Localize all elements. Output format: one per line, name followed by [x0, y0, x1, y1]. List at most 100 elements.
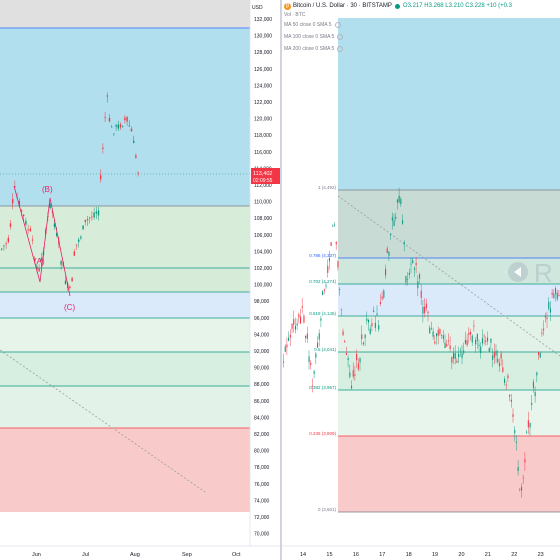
zone-green-r	[338, 316, 560, 352]
candle-body	[296, 323, 298, 326]
candle-body	[424, 306, 426, 313]
candle-body	[464, 339, 466, 344]
time-tick: 23	[538, 552, 544, 558]
left-chart-pane[interactable]: (B) (A) (C) 132,000 130,000 128,000 126,000…	[0, 0, 280, 560]
left-chart-canvas[interactable]: (B) (A) (C) 132,000 130,000 128,000 126,000…	[0, 0, 280, 560]
candle-body	[104, 117, 106, 118]
time-tick: 16	[353, 552, 359, 558]
left-time-axis[interactable]: Jun Jul Aug Sep Oct	[32, 552, 241, 558]
left-time-axis-bg[interactable]	[0, 546, 280, 560]
price-tag	[251, 168, 280, 184]
fib-lines-right	[338, 189, 560, 513]
candle-body	[478, 344, 480, 346]
fib-level-label: 0.618 (4,145)	[309, 311, 336, 316]
candle-body	[371, 323, 373, 327]
candle-body	[38, 268, 40, 272]
candle-body	[386, 248, 388, 254]
zone-green2-r	[338, 352, 560, 390]
left-price-axis[interactable]: 132,000 130,000 128,000 126,000 124,000 122,0…	[254, 17, 272, 538]
candle-body	[434, 341, 436, 344]
time-tick: Oct	[232, 552, 241, 558]
price-tick: 108,000	[254, 216, 272, 222]
candle-body	[31, 239, 34, 241]
candle-body	[357, 363, 359, 370]
eye-icon[interactable]	[334, 22, 341, 28]
indicator-ma100[interactable]: MA 100 close 0 SMA 5	[284, 34, 344, 40]
candle-body	[538, 352, 540, 356]
candle-body	[446, 344, 448, 347]
fib-level-label: 0.5 (4,041)	[314, 347, 336, 352]
candle-body	[459, 350, 461, 352]
price-axis-bg[interactable]	[250, 0, 280, 546]
candle-body	[308, 356, 310, 363]
eye-icon[interactable]	[337, 34, 344, 40]
price-tick: 104,000	[254, 249, 272, 255]
price-tick: 106,000	[254, 233, 272, 239]
indicator-ma50[interactable]: MA 50 close 0 SMA 5	[284, 22, 341, 28]
candle-body	[543, 328, 545, 331]
right-chart-pane[interactable]: 1 (4,492) 0.786 (4,337) 0.702 (4,274) 0.618…	[282, 0, 560, 560]
price-tick: 100,000	[254, 283, 272, 289]
candle-body	[313, 371, 315, 374]
candle-body	[551, 292, 553, 295]
price-tick: 76,000	[254, 482, 270, 488]
candle-body	[541, 332, 543, 334]
fib-level-label: 0 (3,601)	[318, 507, 337, 512]
candle-body	[444, 342, 446, 349]
candle-body	[288, 337, 290, 341]
price-tick: 122,000	[254, 100, 272, 106]
price-tick: 80,000	[254, 449, 270, 455]
candle-body	[323, 289, 325, 291]
price-tick: 116,000	[254, 150, 272, 156]
candle-body	[89, 217, 91, 219]
time-tick: 18	[406, 552, 412, 558]
candle-body	[306, 333, 308, 339]
candle-body	[415, 262, 417, 265]
candle-body	[456, 360, 458, 363]
candle-body	[413, 268, 415, 270]
candle-body	[390, 234, 392, 236]
price-tick: 86,000	[254, 399, 270, 405]
candle-body	[108, 117, 111, 122]
candle-body	[53, 223, 56, 228]
dotted-trendline	[0, 349, 206, 493]
candle-body	[480, 346, 482, 354]
candle-body	[130, 128, 133, 132]
symbol-title[interactable]: Bitcoin / U.S. Dollar · 30 · BITSTAMP	[293, 3, 392, 9]
fib-labels: 1 (4,492) 0.786 (4,337) 0.702 (4,274) 0.618…	[309, 185, 336, 512]
price-tick: 110,000	[254, 200, 272, 206]
candle-body	[18, 201, 20, 206]
time-tick: Jul	[82, 552, 89, 558]
eye-icon[interactable]	[337, 46, 344, 52]
price-tick: 98,000	[254, 299, 270, 305]
candle-body	[505, 384, 507, 386]
candle-body	[27, 229, 29, 231]
candle-body	[115, 125, 117, 127]
candle-body	[522, 477, 524, 479]
right-time-axis[interactable]: 14 15 16 17 18 19 20 21 22 23	[300, 552, 544, 558]
candle-body	[425, 303, 427, 309]
price-tag-countdown: 02:09:55	[253, 178, 273, 184]
price-tick: 70,000	[254, 532, 270, 538]
volume-legend[interactable]: Vol · BTC	[284, 12, 305, 18]
indicator-ma200[interactable]: MA 200 close 0 SMA 5	[284, 46, 344, 52]
candle-body	[71, 277, 73, 282]
pane-splitter[interactable]	[280, 0, 282, 560]
right-chart-canvas[interactable]: 1 (4,492) 0.786 (4,337) 0.702 (4,274) 0.618…	[282, 0, 560, 560]
candle-body	[379, 302, 381, 305]
candle-body	[361, 334, 363, 340]
right-time-axis-bg[interactable]	[282, 546, 560, 560]
candle-body	[447, 340, 449, 342]
candle-body	[78, 239, 80, 242]
candle-body	[432, 331, 434, 337]
symbol-header[interactable]: ₿ Bitcoin / U.S. Dollar · 30 · BITSTAMP …	[282, 0, 512, 12]
candle-body	[509, 394, 511, 397]
candle-body	[34, 258, 36, 261]
wave-label-c: (C)	[64, 303, 75, 312]
time-tick: 21	[485, 552, 491, 558]
candle-body	[381, 296, 383, 299]
bitcoin-logo-icon: ₿	[284, 2, 291, 10]
indicator-ma100-label: MA 100 close 0 SMA 5	[284, 34, 335, 40]
candle-body	[91, 216, 93, 218]
ohlc-values: O3.217 H3.268 L3.210 C3.228 +10 (+0.3	[402, 3, 513, 9]
